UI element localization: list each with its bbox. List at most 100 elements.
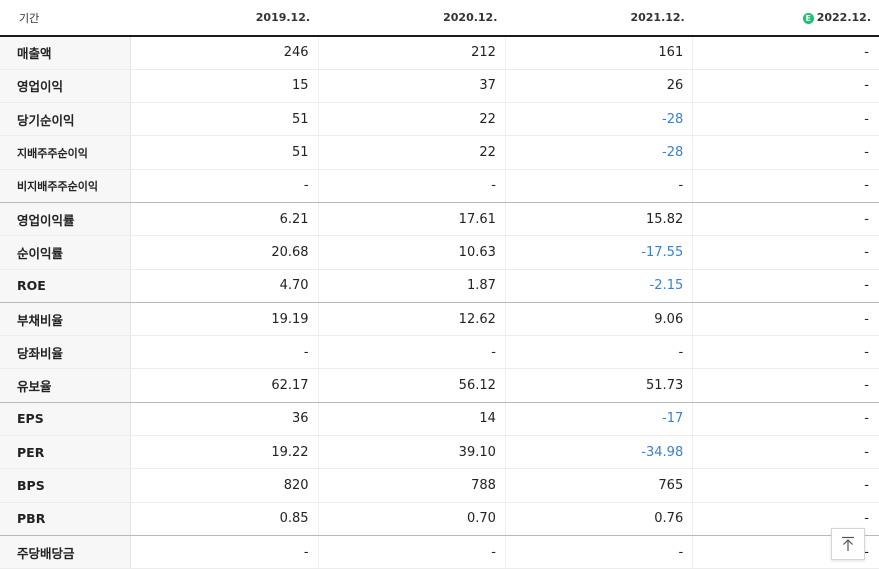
value-cell: - (130, 335, 319, 370)
table-row: BPS 820 788 765- (0, 468, 879, 503)
value-cell: - (505, 335, 694, 370)
value-cell: -17 (505, 402, 694, 437)
value-cell: - (692, 235, 879, 270)
value-cell: - (130, 535, 319, 569)
value-cell: 37 (318, 69, 506, 104)
arrow-up-to-top-icon (842, 536, 854, 551)
period-header: 2021.12. (505, 0, 693, 37)
value-cell: 56.12 (318, 368, 506, 403)
row-label: 주당배당금 (0, 535, 132, 569)
row-label: BPS (0, 468, 132, 503)
row-label: 부채비율 (0, 302, 132, 337)
scroll-to-top-button[interactable] (831, 528, 865, 560)
row-label: ROE (0, 269, 132, 303)
value-cell: 4.70 (130, 269, 319, 303)
value-cell: - (692, 169, 879, 203)
value-cell: -17.55 (505, 235, 694, 270)
value-cell: 161 (505, 36, 694, 70)
value-cell: - (692, 435, 879, 470)
table-row: 영업이익 15 37 26- (0, 69, 879, 104)
value-cell: 26 (505, 69, 694, 104)
row-label: EPS (0, 402, 132, 437)
value-cell: 51 (130, 135, 319, 170)
period-header-label: 2022.12. (816, 11, 871, 24)
value-cell: 0.76 (505, 502, 694, 536)
value-cell: 51.73 (505, 368, 694, 403)
value-cell: - (692, 69, 879, 104)
value-cell: 0.85 (130, 502, 319, 536)
value-cell: - (692, 202, 879, 237)
table-row: 부채비율 19.19 12.62 9.06- (0, 302, 879, 337)
value-cell: 0.70 (318, 502, 506, 536)
value-cell: - (318, 169, 506, 203)
table-row: 당좌비율 - - - - (0, 335, 879, 370)
value-cell: 39.10 (318, 435, 506, 470)
value-cell: 246 (130, 36, 319, 70)
table-row: EPS 36 14 -17- (0, 402, 879, 437)
value-cell: 22 (318, 135, 506, 170)
value-cell: -34.98 (505, 435, 694, 470)
value-cell: 9.06 (505, 302, 694, 337)
value-cell: 17.61 (318, 202, 506, 237)
value-cell: 788 (318, 468, 506, 503)
table-row: PBR 0.85 0.70 0.76- (0, 502, 879, 536)
value-cell: - (692, 135, 879, 170)
table-row: PER 19.22 39.10 -34.98- (0, 435, 879, 470)
value-cell: 20.68 (130, 235, 319, 270)
value-cell: 19.22 (130, 435, 319, 470)
row-label: PBR (0, 502, 132, 536)
value-cell: 15 (130, 69, 319, 104)
table-row: 지배주주순이익 51 22 -28- (0, 135, 879, 170)
table-row: 당기순이익 51 22 -28- (0, 102, 879, 137)
value-cell: - (692, 269, 879, 303)
table-row: 매출액 246 212 161- (0, 36, 879, 70)
value-cell: 12.62 (318, 302, 506, 337)
table-row: 유보율 62.17 56.12 51.73- (0, 368, 879, 403)
value-cell: - (692, 36, 879, 70)
row-label: 당좌비율 (0, 335, 132, 370)
period-header: 2019.12. (130, 0, 319, 37)
value-cell: - (318, 335, 506, 370)
value-cell: 1.87 (318, 269, 506, 303)
value-cell: 6.21 (130, 202, 319, 237)
value-cell: - (692, 468, 879, 503)
value-cell: 22 (318, 102, 506, 137)
value-cell: - (130, 169, 319, 203)
value-cell: 36 (130, 402, 319, 437)
table-row: ROE 4.70 1.87 -2.15- (0, 269, 879, 303)
period-header-estimate: E 2022.12. (692, 0, 879, 37)
period-header: 2020.12. (318, 0, 506, 37)
row-label: 영업이익 (0, 69, 132, 104)
value-cell: - (692, 402, 879, 437)
value-cell: 820 (130, 468, 319, 503)
row-label: 영업이익률 (0, 202, 132, 237)
row-label: 순이익률 (0, 235, 132, 270)
value-cell: - (505, 169, 694, 203)
value-cell: 19.19 (130, 302, 319, 337)
row-label: 비지배주주순이익 (0, 169, 132, 203)
value-cell: 10.63 (318, 235, 506, 270)
value-cell: - (692, 302, 879, 337)
value-cell: - (692, 368, 879, 403)
value-cell: 212 (318, 36, 506, 70)
value-cell: 62.17 (130, 368, 319, 403)
value-cell: - (692, 335, 879, 370)
period-header-label: 기간 (0, 0, 131, 37)
table-body: 매출액 246 212 161- 영업이익 15 37 26- 당기순이익 51 22 -28- 지배주… (0, 36, 879, 569)
value-cell: -28 (505, 102, 694, 137)
header-row: 기간 2019.12. 2020.12. 2021.12. E 2022.12. (0, 0, 879, 37)
estimate-badge-icon: E (802, 13, 814, 24)
value-cell: - (692, 102, 879, 137)
value-cell: -2.15 (505, 269, 694, 303)
row-label: 매출액 (0, 36, 132, 70)
value-cell: 14 (318, 402, 506, 437)
value-cell: 765 (505, 468, 694, 503)
row-label: 유보율 (0, 368, 132, 403)
value-cell: -28 (505, 135, 694, 170)
table-row: 영업이익률 6.21 17.61 15.82- (0, 202, 879, 237)
value-cell: - (318, 535, 506, 569)
table-row: 주당배당금 - - - - (0, 535, 879, 569)
row-label: 지배주주순이익 (0, 135, 132, 170)
value-cell: 51 (130, 102, 319, 137)
